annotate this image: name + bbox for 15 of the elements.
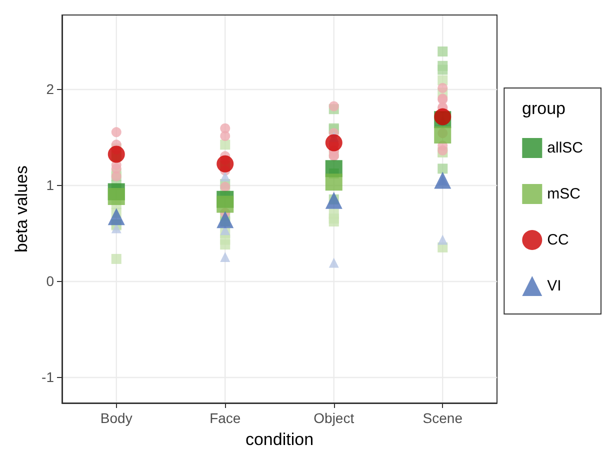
x-tick-label: Scene — [422, 410, 463, 426]
legend-label: mSC — [547, 186, 581, 202]
legend-label: VI — [547, 278, 562, 294]
y-tick-label: 2 — [46, 80, 54, 97]
x-tick-label: Face — [210, 410, 241, 426]
y-tick-label: -1 — [42, 369, 54, 386]
y-tick-label: 0 — [46, 273, 54, 290]
y-axis-title: beta values — [12, 166, 31, 252]
legend-label: CC — [547, 232, 569, 248]
x-tick-label: Object — [314, 410, 354, 426]
x-axis-title: condition — [245, 430, 314, 449]
legend-label: allSC — [547, 140, 584, 156]
x-tick-label: Body — [100, 410, 132, 426]
y-tick-label: 1 — [46, 176, 54, 193]
legend-title: group — [522, 99, 566, 118]
